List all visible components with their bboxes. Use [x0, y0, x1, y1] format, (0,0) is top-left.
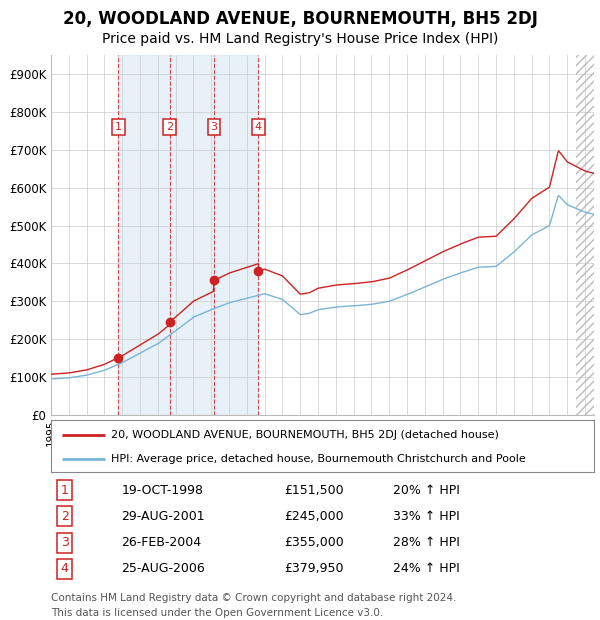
Text: 28% ↑ HPI: 28% ↑ HPI	[393, 536, 460, 549]
Text: 26-FEB-2004: 26-FEB-2004	[122, 536, 202, 549]
Text: This data is licensed under the Open Government Licence v3.0.: This data is licensed under the Open Gov…	[51, 608, 383, 618]
Text: 2: 2	[166, 122, 173, 132]
Text: 25-AUG-2006: 25-AUG-2006	[122, 562, 205, 575]
Text: 1: 1	[115, 122, 122, 132]
Bar	[118, 55, 170, 415]
Text: 19-OCT-1998: 19-OCT-1998	[122, 484, 203, 497]
Text: £151,500: £151,500	[284, 484, 344, 497]
Text: £379,950: £379,950	[284, 562, 344, 575]
Text: £245,000: £245,000	[284, 510, 344, 523]
Text: 20, WOODLAND AVENUE, BOURNEMOUTH, BH5 2DJ (detached house): 20, WOODLAND AVENUE, BOURNEMOUTH, BH5 2D…	[111, 430, 499, 440]
Text: 20% ↑ HPI: 20% ↑ HPI	[393, 484, 460, 497]
Text: HPI: Average price, detached house, Bournemouth Christchurch and Poole: HPI: Average price, detached house, Bour…	[111, 454, 526, 464]
Text: 20, WOODLAND AVENUE, BOURNEMOUTH, BH5 2DJ: 20, WOODLAND AVENUE, BOURNEMOUTH, BH5 2D…	[62, 10, 538, 28]
Text: £355,000: £355,000	[284, 536, 344, 549]
Text: 29-AUG-2001: 29-AUG-2001	[122, 510, 205, 523]
Text: Price paid vs. HM Land Registry's House Price Index (HPI): Price paid vs. HM Land Registry's House …	[102, 32, 498, 46]
Text: 3: 3	[61, 536, 68, 549]
Bar	[214, 55, 259, 415]
Text: 24% ↑ HPI: 24% ↑ HPI	[393, 562, 460, 575]
Text: Contains HM Land Registry data © Crown copyright and database right 2024.: Contains HM Land Registry data © Crown c…	[51, 593, 457, 603]
Text: 33% ↑ HPI: 33% ↑ HPI	[393, 510, 460, 523]
Text: 3: 3	[211, 122, 217, 132]
Text: 4: 4	[255, 122, 262, 132]
Text: 4: 4	[61, 562, 68, 575]
Text: 1: 1	[61, 484, 68, 497]
Bar	[170, 55, 214, 415]
Text: 2: 2	[61, 510, 68, 523]
